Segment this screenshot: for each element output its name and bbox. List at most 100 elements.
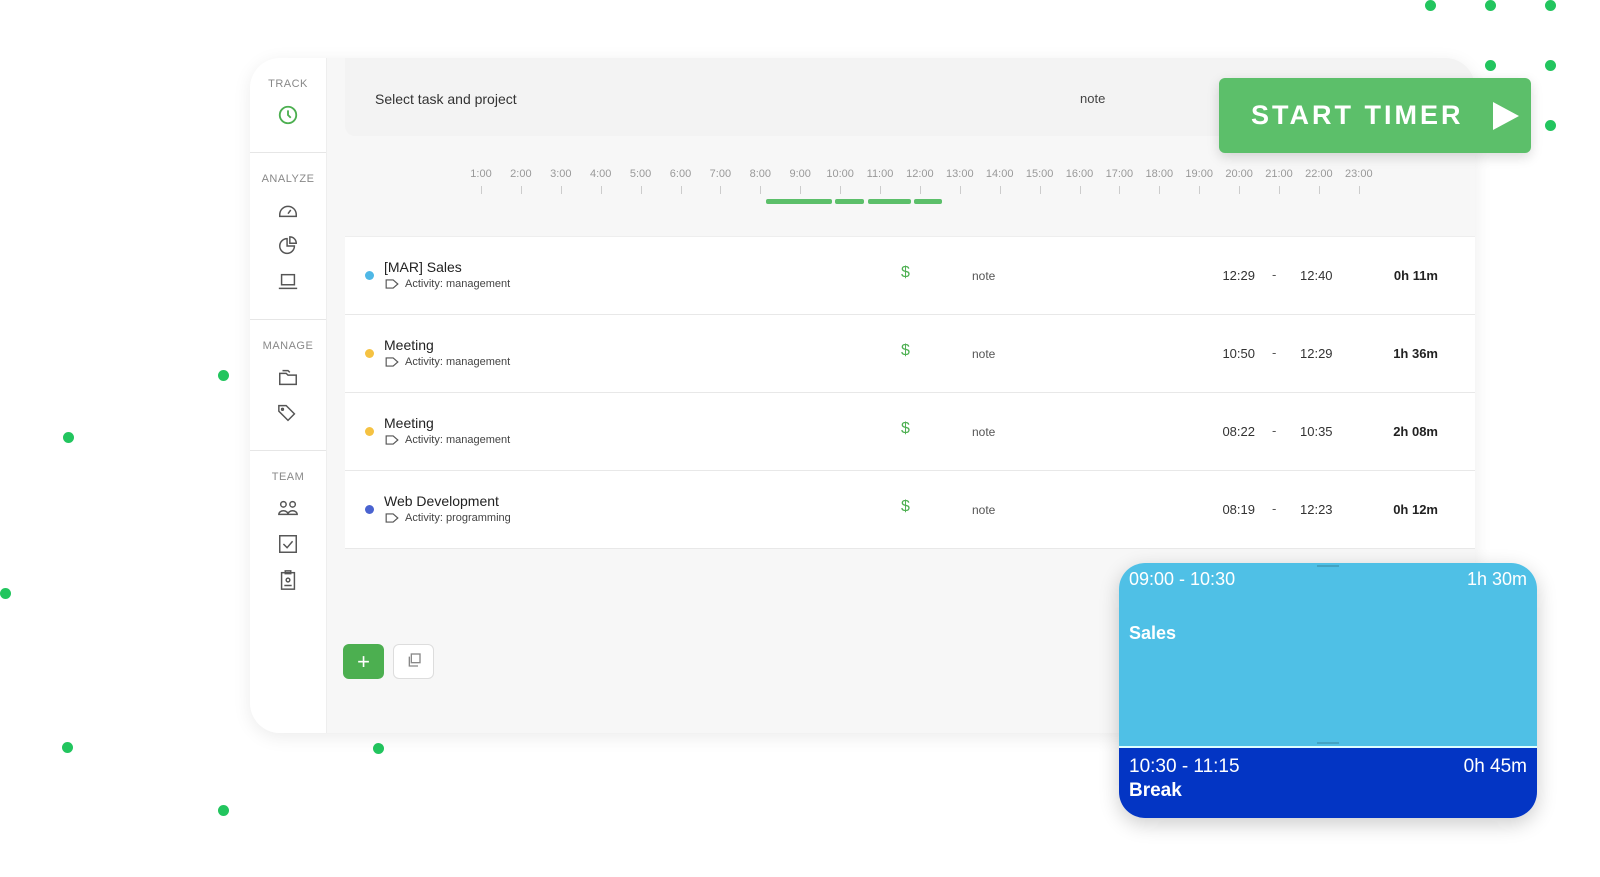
timeline-tick bbox=[1279, 186, 1280, 194]
billable-toggle[interactable]: $ bbox=[901, 264, 910, 281]
billable-toggle[interactable]: $ bbox=[901, 342, 910, 359]
timeline-tick bbox=[800, 186, 802, 194]
timeline-tick-label: 9:00 bbox=[789, 168, 811, 180]
entry-duration: 0h 12m bbox=[1393, 502, 1438, 517]
entry-name[interactable]: Meeting bbox=[384, 337, 434, 353]
time-entry-row[interactable]: Meeting Activity: management $ note 08:2… bbox=[345, 393, 1475, 471]
entry-duration: 2h 08m bbox=[1393, 424, 1438, 439]
timeline-tick-label: 20:00 bbox=[1225, 168, 1253, 180]
tracked-time-bar[interactable] bbox=[913, 199, 942, 204]
sidebar-heading-track: TRACK bbox=[268, 78, 308, 90]
resize-handle-top[interactable] bbox=[1317, 565, 1339, 567]
time-separator: - bbox=[1272, 501, 1277, 516]
timeline-tick-label: 7:00 bbox=[709, 168, 732, 180]
calendar-block-break[interactable]: 10:30 - 11:15 0h 45m Break bbox=[1119, 748, 1537, 818]
timeline-tick bbox=[520, 186, 522, 194]
app-window: TRACK ANALYZE MANAGE TEAM Select task an… bbox=[250, 58, 1475, 733]
entry-name[interactable]: Web Development bbox=[384, 493, 499, 509]
resize-handle-bottom[interactable] bbox=[1317, 742, 1339, 744]
timeline-tick-label: 17:00 bbox=[1105, 168, 1134, 180]
duplicate-button[interactable] bbox=[393, 644, 434, 679]
checkbox-icon[interactable] bbox=[277, 533, 299, 555]
timeline-tick-label: 10:00 bbox=[826, 168, 854, 180]
timeline-tick bbox=[1199, 186, 1201, 194]
tag-icon bbox=[385, 357, 399, 367]
timeline-tick bbox=[600, 186, 602, 194]
time-entry-row[interactable]: Meeting Activity: management $ note 10:5… bbox=[345, 315, 1475, 393]
block-title: Break bbox=[1129, 780, 1182, 801]
pie-chart-icon[interactable] bbox=[277, 235, 299, 257]
entry-name[interactable]: Meeting bbox=[384, 415, 434, 431]
project-color-dot bbox=[365, 427, 374, 436]
note-field[interactable]: note bbox=[1080, 91, 1106, 106]
timeline-tick bbox=[1318, 186, 1320, 194]
timeline-tick-label: 21:00 bbox=[1265, 168, 1293, 180]
badge-icon[interactable] bbox=[277, 569, 299, 591]
timeline-tick-label: 2:00 bbox=[510, 168, 532, 180]
timeline-tick-label: 1:00 bbox=[470, 168, 492, 180]
entry-end-time[interactable]: 12:40 bbox=[1300, 268, 1333, 283]
timeline-tick-label: 13:00 bbox=[946, 168, 974, 180]
entry-start-time[interactable]: 12:29 bbox=[1222, 268, 1255, 283]
entry-name[interactable]: [MAR] Sales bbox=[384, 259, 462, 275]
entry-duration: 1h 36m bbox=[1393, 346, 1438, 361]
add-entry-button[interactable]: + bbox=[343, 644, 384, 679]
timeline-tick bbox=[999, 186, 1001, 194]
timeline-tick bbox=[481, 186, 482, 194]
entry-start-time[interactable]: 08:19 bbox=[1222, 502, 1255, 517]
entry-note[interactable]: note bbox=[972, 347, 996, 361]
entry-end-time[interactable]: 12:29 bbox=[1300, 346, 1333, 361]
block-duration: 0h 45m bbox=[1463, 756, 1527, 777]
entry-activity: Activity: management bbox=[405, 356, 511, 368]
entry-note[interactable]: note bbox=[972, 503, 996, 517]
dashboard-gauge-icon[interactable] bbox=[277, 199, 299, 221]
timeline-tick-label: 19:00 bbox=[1185, 168, 1213, 180]
time-entry-row[interactable]: [MAR] Sales Activity: management $ note … bbox=[345, 237, 1475, 315]
timeline-tick bbox=[640, 186, 642, 194]
timeline-tick-label: 12:00 bbox=[906, 168, 934, 180]
timeline-tick bbox=[720, 186, 722, 194]
timeline-tick bbox=[560, 186, 562, 194]
timeline-tick-label: 16:00 bbox=[1065, 168, 1094, 180]
time-entry-row[interactable]: Web Development Activity: programming $ … bbox=[345, 471, 1475, 549]
folders-icon[interactable] bbox=[277, 366, 299, 388]
timeline-tick bbox=[840, 186, 842, 194]
tracked-time-bar[interactable] bbox=[868, 199, 912, 204]
entry-activity: Activity: programming bbox=[405, 512, 511, 524]
tag-icon bbox=[385, 435, 399, 445]
entry-end-time[interactable]: 10:35 bbox=[1300, 424, 1333, 439]
sidebar: TRACK ANALYZE MANAGE TEAM bbox=[250, 58, 327, 733]
timeline-tick-label: 14:00 bbox=[985, 168, 1014, 180]
start-timer-button[interactable]: START TIMER bbox=[1219, 78, 1531, 153]
entry-note[interactable]: note bbox=[972, 425, 996, 439]
timeline-tick-label: 6:00 bbox=[669, 168, 692, 180]
sidebar-heading-manage: MANAGE bbox=[262, 340, 314, 352]
timeline-tick bbox=[1159, 186, 1161, 194]
entry-end-time[interactable]: 12:23 bbox=[1300, 502, 1333, 517]
entry-start-time[interactable]: 08:22 bbox=[1222, 424, 1255, 439]
entry-note[interactable]: note bbox=[972, 269, 996, 283]
timeline-tick bbox=[1358, 186, 1360, 194]
task-project-selector[interactable]: Select task and project bbox=[375, 91, 517, 107]
tracked-time-bar[interactable] bbox=[835, 199, 865, 204]
laptop-icon[interactable] bbox=[277, 271, 299, 293]
entry-start-time[interactable]: 10:50 bbox=[1222, 346, 1255, 361]
billable-toggle[interactable]: $ bbox=[901, 498, 910, 515]
users-icon[interactable] bbox=[277, 497, 299, 519]
block-time: 09:00 - 10:30 bbox=[1129, 569, 1236, 589]
copy-icon bbox=[408, 653, 421, 667]
timeline-tick bbox=[1039, 186, 1041, 194]
billable-toggle[interactable]: $ bbox=[901, 420, 910, 437]
tracked-time-bar[interactable] bbox=[766, 199, 833, 204]
time-separator: - bbox=[1272, 267, 1277, 282]
calendar-entry-card[interactable]: 09:00 - 10:30 1h 30m Sales 10:30 - 11:15… bbox=[1119, 563, 1537, 818]
play-icon bbox=[1493, 101, 1520, 130]
clock-icon[interactable] bbox=[277, 104, 299, 126]
timeline-tick bbox=[1119, 186, 1121, 194]
tags-icon[interactable] bbox=[277, 402, 299, 424]
tag-icon bbox=[385, 279, 399, 289]
calendar-block-sales[interactable]: 09:00 - 10:30 1h 30m Sales bbox=[1119, 563, 1537, 748]
timeline-tick-label: 11:00 bbox=[866, 168, 894, 180]
timeline-tick-label: 23:00 bbox=[1345, 168, 1373, 180]
timeline-tick-label: 5:00 bbox=[629, 168, 652, 180]
